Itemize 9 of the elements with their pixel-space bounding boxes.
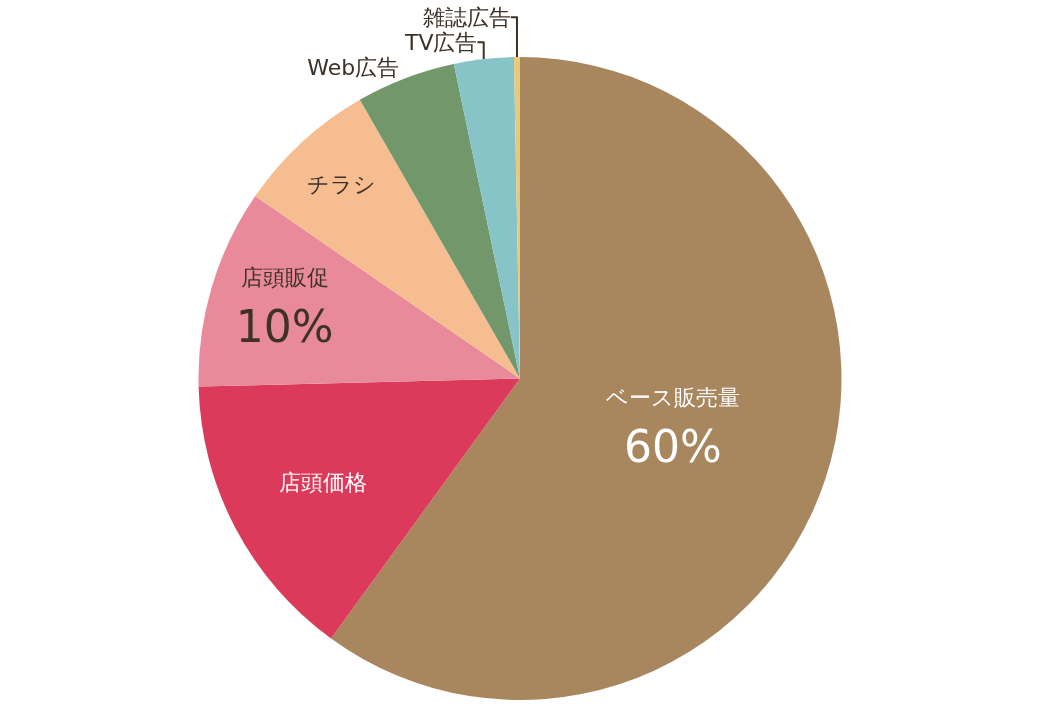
slice-label: 店頭販促 bbox=[240, 264, 329, 290]
slice-label: ベース販売量 bbox=[605, 384, 740, 410]
slice-label: Web広告 bbox=[307, 54, 400, 80]
slice-label: 雑誌広告 bbox=[422, 4, 511, 30]
data-label: 10% bbox=[235, 301, 334, 353]
data-label: 60% bbox=[623, 420, 722, 472]
slice-label: TV広告 bbox=[403, 29, 478, 55]
slice-label: チラシ bbox=[307, 172, 377, 198]
slice-label: 店頭価格 bbox=[278, 469, 367, 495]
